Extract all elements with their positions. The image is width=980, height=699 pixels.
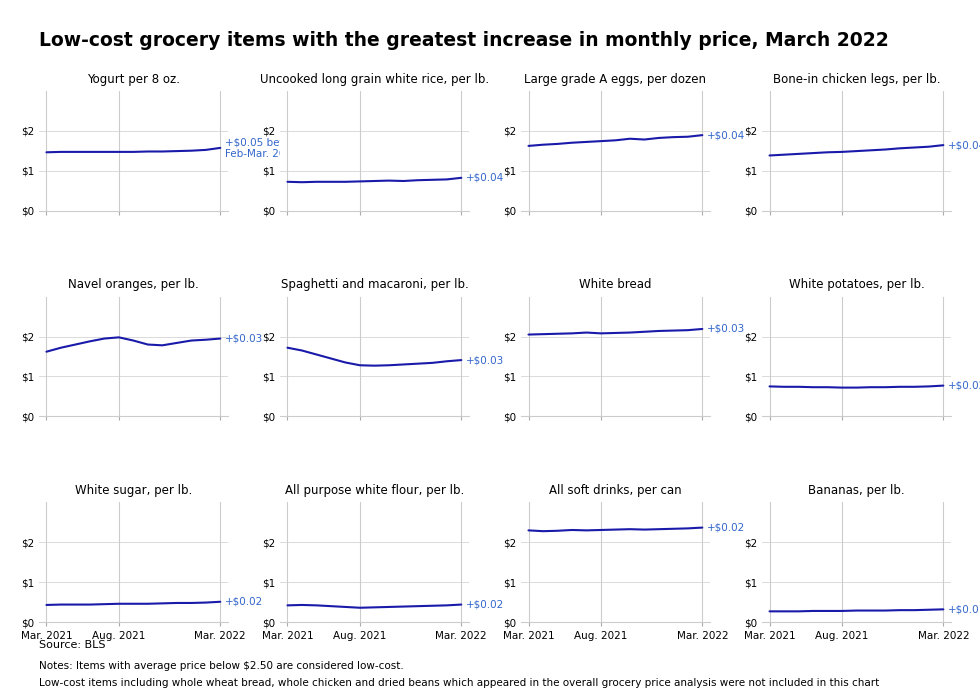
Text: +$0.01: +$0.01 [948,605,980,614]
Text: Notes: Items with average price below $2.50 are considered low-cost.: Notes: Items with average price below $2… [39,661,404,670]
Text: +$0.04: +$0.04 [707,130,745,140]
Title: White potatoes, per lb.: White potatoes, per lb. [789,278,924,291]
Text: Source: BLS: Source: BLS [39,640,106,649]
Text: +$0.02: +$0.02 [224,597,263,607]
Text: +$0.04: +$0.04 [948,140,980,150]
Text: +$0.03: +$0.03 [466,355,504,365]
Text: +$0.02: +$0.02 [948,380,980,391]
Title: All soft drinks, per can: All soft drinks, per can [549,484,682,497]
Text: +$0.03: +$0.03 [707,324,745,334]
Text: Low-cost items including whole wheat bread, whole chicken and dried beans which : Low-cost items including whole wheat bre… [39,678,879,688]
Text: +$0.03: +$0.03 [224,333,263,343]
Title: Navel oranges, per lb.: Navel oranges, per lb. [68,278,199,291]
Text: Low-cost grocery items with the greatest increase in monthly price, March 2022: Low-cost grocery items with the greatest… [39,31,889,50]
Title: Large grade A eggs, per dozen: Large grade A eggs, per dozen [524,73,707,85]
Text: +$0.05 between
Feb-Mar. 2022: +$0.05 between Feb-Mar. 2022 [224,137,311,159]
Title: Yogurt per 8 oz.: Yogurt per 8 oz. [87,73,180,85]
Title: Spaghetti and macaroni, per lb.: Spaghetti and macaroni, per lb. [280,278,468,291]
Title: Bananas, per lb.: Bananas, per lb. [808,484,905,497]
Text: +$0.02: +$0.02 [466,600,504,610]
Text: +$0.02: +$0.02 [707,523,745,533]
Title: All purpose white flour, per lb.: All purpose white flour, per lb. [285,484,464,497]
Title: White bread: White bread [579,278,652,291]
Text: +$0.04: +$0.04 [466,173,504,183]
Title: Uncooked long grain white rice, per lb.: Uncooked long grain white rice, per lb. [260,73,489,85]
Title: White sugar, per lb.: White sugar, per lb. [74,484,192,497]
Title: Bone-in chicken legs, per lb.: Bone-in chicken legs, per lb. [772,73,940,85]
